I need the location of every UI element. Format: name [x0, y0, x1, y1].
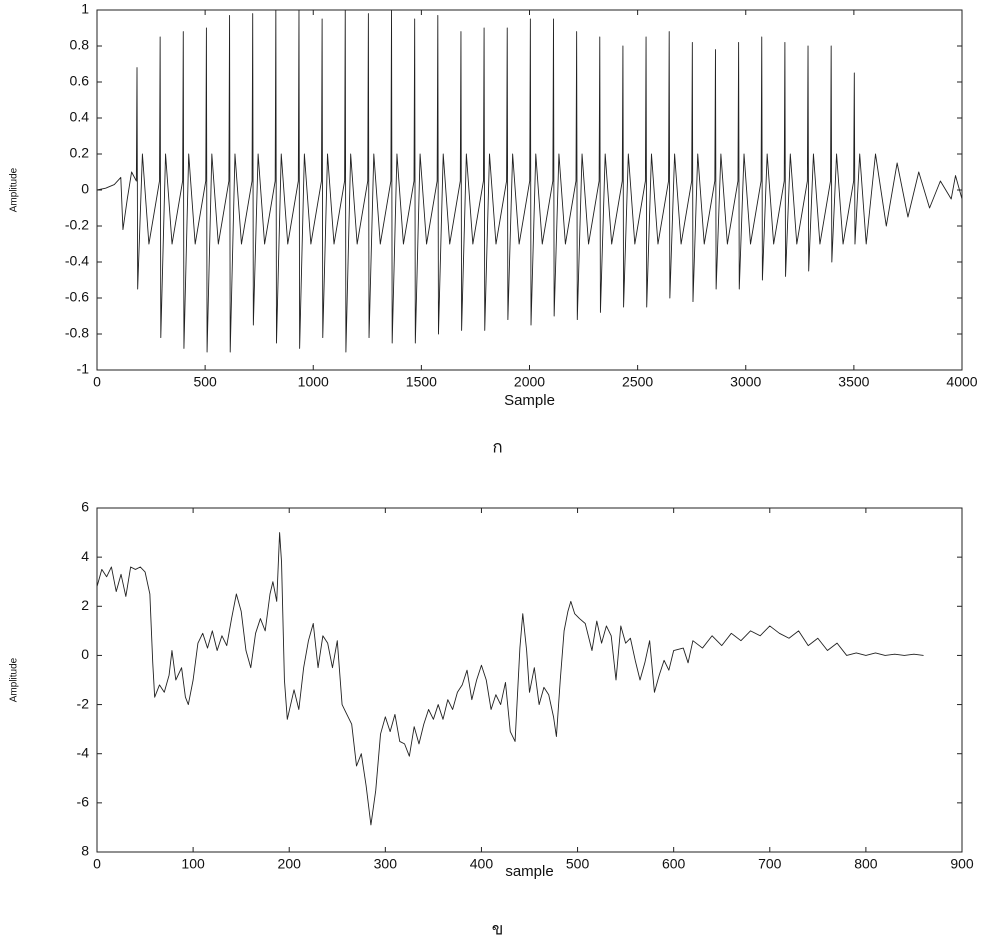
x-tick-label: 200 [278, 856, 302, 872]
x-tick-label: 100 [181, 856, 205, 872]
x-axis-label: Sample [504, 392, 555, 409]
plot-frame [96, 507, 963, 853]
y-tick-label: 0.2 [70, 145, 90, 161]
y-tick-label: -0.2 [65, 217, 89, 233]
y-axis-label: Amplitude [9, 167, 20, 212]
y-tick-label: -6 [77, 794, 90, 810]
y-tick-label: 8 [81, 843, 89, 859]
y-tick-label: 0.8 [70, 37, 90, 53]
x-tick-label: 600 [662, 856, 686, 872]
x-tick-label: 400 [470, 856, 494, 872]
x-tick-label: 0 [93, 374, 101, 390]
x-tick-label: 500 [193, 374, 217, 390]
x-tick-label: 1500 [406, 374, 437, 390]
x-tick-label: 2000 [514, 374, 545, 390]
caption: ก [492, 437, 502, 456]
x-tick-label: 3500 [838, 374, 869, 390]
x-tick-label: 300 [374, 856, 398, 872]
y-tick-label: 0 [81, 646, 89, 662]
x-tick-label: 3000 [730, 374, 761, 390]
x-tick-label: 0 [93, 856, 101, 872]
y-tick-label: 0.6 [70, 73, 90, 89]
signal-line [96, 532, 924, 826]
y-tick-label: 4 [81, 548, 89, 564]
y-tick-label: 2 [81, 597, 89, 613]
x-axis-label: sample [505, 863, 553, 880]
y-axis-label: Amplitude [9, 657, 20, 702]
plot-frame [96, 9, 963, 371]
y-tick-label: -0.6 [65, 289, 89, 305]
y-tick-label: 1 [81, 1, 89, 17]
signal-line [96, 9, 963, 353]
y-tick-label: -0.4 [65, 253, 89, 269]
y-tick-label: -0.8 [65, 325, 89, 341]
y-tick-label: -2 [77, 695, 90, 711]
y-tick-label: -4 [77, 744, 90, 760]
x-tick-label: 1000 [298, 374, 329, 390]
x-tick-label: 2500 [622, 374, 653, 390]
x-tick-label: 500 [566, 856, 590, 872]
y-tick-label: -1 [77, 361, 90, 377]
y-tick-label: 0.4 [70, 109, 90, 125]
y-tick-label: 6 [81, 499, 89, 515]
x-tick-label: 4000 [946, 374, 977, 390]
caption: ข [492, 919, 504, 938]
y-tick-label: 0 [81, 181, 89, 197]
x-tick-label: 900 [950, 856, 974, 872]
x-tick-label: 700 [758, 856, 782, 872]
x-tick-label: 800 [854, 856, 878, 872]
